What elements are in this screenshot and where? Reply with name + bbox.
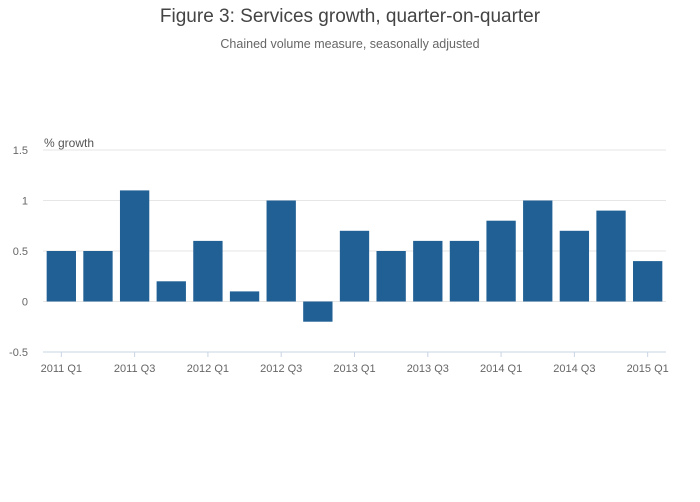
bars [46, 190, 663, 322]
x-tick-label: 2014 Q3 [553, 363, 595, 375]
x-tick-label: 2013 Q1 [333, 363, 375, 375]
bar [266, 200, 296, 302]
bar [193, 240, 223, 302]
y-tick-label: 1.5 [13, 145, 28, 157]
x-tick-label: 2014 Q1 [480, 363, 522, 375]
x-tick-label: 2012 Q3 [260, 363, 302, 375]
bar [119, 190, 150, 302]
x-tick-label: 2011 Q3 [114, 363, 155, 375]
y-tick-label: 1 [22, 196, 28, 208]
bar [229, 291, 260, 302]
bar [303, 301, 333, 322]
axes: 1.5 1 0.5 0 -0.5 2011 Q1 2011 Q3 2012 Q1 2012 Q3… [9, 145, 669, 375]
x-tick-label: 2012 Q1 [187, 363, 229, 375]
y-tick-label: 0 [22, 297, 28, 309]
bar [523, 200, 553, 302]
bar [376, 251, 406, 302]
bar [339, 230, 370, 302]
y-tick-label: 0.5 [13, 246, 28, 258]
bar [156, 281, 186, 302]
bar [559, 230, 590, 302]
x-tick-label: 2015 Q1 [627, 363, 669, 375]
chart-subtitle: Chained volume measure, seasonally adjus… [220, 37, 480, 51]
chart-title: Figure 3: Services growth, quarter-on-qu… [159, 6, 541, 27]
x-tick-label: 2013 Q3 [407, 363, 449, 375]
bar [413, 240, 443, 302]
y-tick-label: -0.5 [9, 347, 28, 359]
bar [486, 220, 516, 302]
bar [83, 251, 113, 302]
bar [449, 240, 480, 302]
x-tick-label: 2011 Q1 [41, 363, 82, 375]
y-axis-label: % growth [44, 136, 94, 150]
bar [596, 210, 626, 302]
bar [46, 251, 76, 302]
bar [633, 261, 663, 302]
